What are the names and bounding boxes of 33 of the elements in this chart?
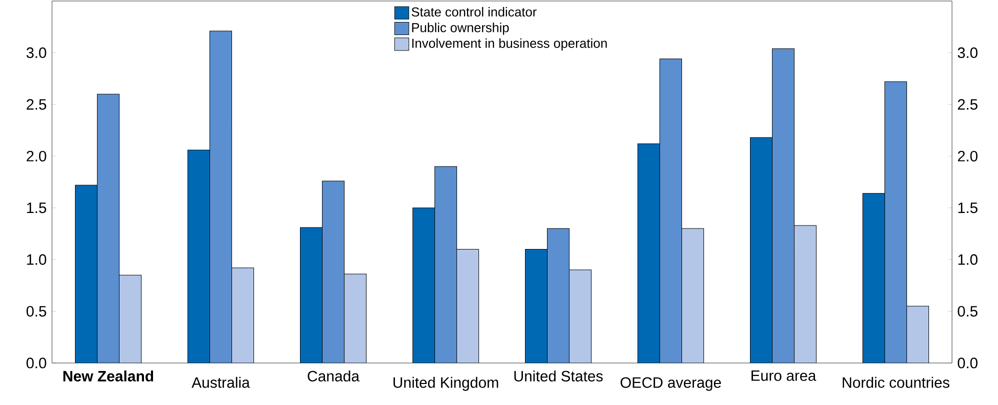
y-tick-label: 2.0	[26, 150, 46, 162]
bar	[75, 185, 98, 363]
y2-tick-label: 1.0	[958, 254, 978, 265]
bar	[862, 193, 886, 363]
x-tick-label: United States	[514, 370, 603, 382]
bar	[188, 150, 210, 363]
y2-tick-label: 2.0	[958, 150, 978, 162]
x-tick-label: Nordic countries	[842, 376, 950, 388]
bar	[638, 144, 660, 363]
x-tick-label: United Kingdom	[394, 376, 498, 391]
bar	[412, 208, 435, 363]
x-tick-label: Australia	[192, 376, 250, 388]
legend-label: Involvement in business operation	[412, 38, 607, 50]
y-tick-label: 2.5	[26, 99, 46, 110]
bar	[750, 138, 772, 363]
legend-label: State control indicator	[412, 7, 537, 17]
legend-label: Public ownership	[412, 22, 509, 35]
x-tick-label: New Zealand	[63, 370, 154, 382]
y2-tick-label: 1.5	[958, 202, 978, 214]
x-tick-label: Euro area	[752, 370, 816, 381]
bar	[300, 228, 322, 363]
x-tick-label: Canada	[308, 370, 360, 382]
y-tick-label: 3.0	[26, 47, 46, 58]
y-tick-label: 1.5	[27, 202, 46, 214]
y2-tick-label: 0.0	[958, 358, 978, 368]
x-tick-label: OECD average	[620, 377, 721, 391]
y2-tick-label: 3.0	[958, 47, 978, 58]
y2-tick-label: 2.5	[958, 99, 978, 110]
y-tick-label: 1.0	[27, 254, 46, 265]
bar	[525, 249, 548, 363]
y-tick-label: 0.5	[26, 306, 46, 317]
y-tick-label: 0.0	[26, 358, 46, 368]
y2-tick-label: 0.5	[958, 306, 978, 317]
